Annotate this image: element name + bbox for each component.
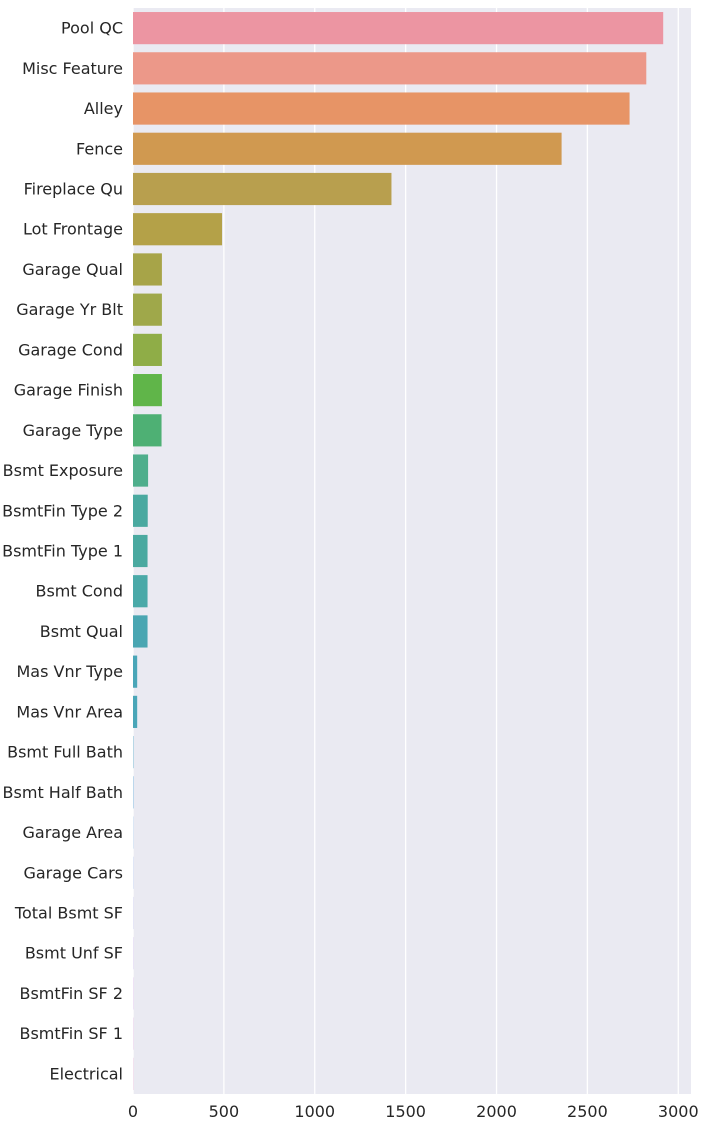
category-label-garage-cond: Garage Cond [18,340,123,359]
category-label-misc-feature: Misc Feature [22,59,123,78]
bars [133,12,664,1090]
category-label-bsmtfin-type-1: BsmtFin Type 1 [2,542,123,561]
x-tick-label: 3000 [658,1102,699,1121]
category-label-total-bsmt-sf: Total Bsmt SF [14,904,123,923]
bar-alley [133,92,630,125]
bar-pool-qc [133,12,664,45]
category-label-garage-finish: Garage Finish [14,381,123,400]
bar-mas-vnr-type [133,655,138,688]
category-label-garage-area: Garage Area [23,823,124,842]
x-tick-label: 1000 [294,1102,335,1121]
x-tick-label: 500 [209,1102,240,1121]
category-label-lot-frontage: Lot Frontage [23,220,123,239]
bar-misc-feature [133,52,647,85]
category-label-bsmt-cond: Bsmt Cond [35,582,123,601]
x-tick-label: 1500 [385,1102,426,1121]
category-labels: Pool QC Misc Feature Alley Fence Fireplace Q… [2,19,123,1084]
category-label-bsmtfin-sf-1: BsmtFin SF 1 [19,1024,123,1043]
bar-garage-yr-blt [133,293,162,326]
category-label-fireplace-qu: Fireplace Qu [24,180,123,199]
x-tick-label: 0 [128,1102,138,1121]
bar-bsmt-cond [133,575,148,608]
bar-bsmtfin-type-2 [133,494,148,527]
bar-garage-finish [133,374,162,407]
category-label-mas-vnr-type: Mas Vnr Type [16,662,123,681]
category-label-pool-qc: Pool QC [61,19,123,38]
x-tick-label: 2500 [567,1102,608,1121]
bar-bsmt-qual [133,615,148,648]
category-label-electrical: Electrical [49,1064,123,1083]
bar-garage-type [133,414,162,447]
x-tick-labels: 0 500 1000 1500 2000 2500 3000 [128,1102,699,1121]
bar-garage-cond [133,333,162,366]
category-label-garage-type: Garage Type [23,421,123,440]
category-label-alley: Alley [84,99,123,118]
bar-fireplace-qu [133,172,392,206]
category-label-garage-yr-blt: Garage Yr Blt [16,300,123,319]
category-label-garage-cars: Garage Cars [23,863,123,882]
category-label-bsmt-full-bath: Bsmt Full Bath [7,743,123,762]
category-label-fence: Fence [76,139,123,158]
bar-fence [133,132,562,165]
bar-bsmtfin-type-1 [133,534,148,568]
bar-bsmt-exposure [133,454,149,487]
category-label-bsmtfin-type-2: BsmtFin Type 2 [2,501,123,520]
category-label-bsmt-qual: Bsmt Qual [40,622,123,641]
category-label-bsmt-unf-sf: Bsmt Unf SF [25,944,123,963]
category-label-mas-vnr-area: Mas Vnr Area [16,702,123,721]
category-label-bsmt-half-bath: Bsmt Half Bath [3,783,123,802]
category-label-garage-qual: Garage Qual [22,260,123,279]
bar-garage-qual [133,253,162,286]
plot-background [133,8,691,1094]
x-tick-label: 2000 [476,1102,517,1121]
bar-lot-frontage [133,213,223,246]
category-label-bsmt-exposure: Bsmt Exposure [3,461,123,480]
bar-mas-vnr-area [133,695,138,728]
category-label-bsmtfin-sf-2: BsmtFin SF 2 [19,984,123,1003]
